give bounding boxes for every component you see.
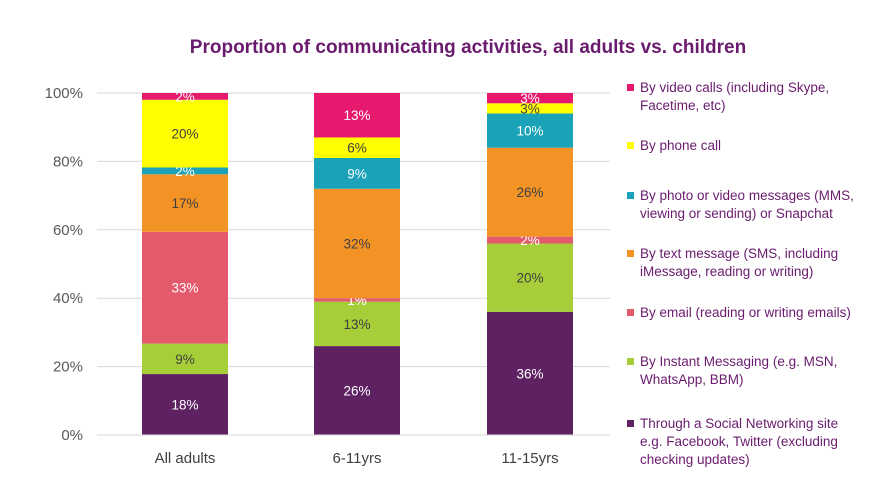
legend-label: iMessage, reading or writing) <box>640 264 813 279</box>
data-label: 9% <box>347 166 367 181</box>
data-label: 20% <box>516 271 543 286</box>
legend: By video calls (including Skype, Facetime… <box>627 80 854 467</box>
x-tick-label: 11-15yrs <box>501 450 558 467</box>
data-label: 13% <box>343 317 370 332</box>
y-axis: 0% 20% 40% 60% 80% 100% <box>45 85 83 444</box>
legend-item: By Instant Messaging (e.g. MSN, WhatsApp,… <box>627 354 837 387</box>
bar-segment <box>142 99 228 168</box>
data-label: 26% <box>516 185 543 200</box>
legend-label: By Instant Messaging (e.g. MSN, <box>640 354 837 369</box>
data-label: 6% <box>347 141 367 156</box>
bar-segment <box>142 343 228 375</box>
bar-stack: 26%13%1%32%9%6%13% <box>314 93 400 435</box>
legend-item: By video calls (including Skype, Facetime… <box>627 80 829 113</box>
bar-segment <box>142 174 228 232</box>
legend-label: Through a Social Networking site <box>640 416 838 431</box>
bars: 18%9%33%17%2%20%2%26%13%1%32%9%6%13%36%2… <box>142 89 573 435</box>
legend-label: By video calls (including Skype, <box>640 80 829 95</box>
legend-label: By text message (SMS, including <box>640 246 838 261</box>
x-tick-label: 6-11yrs <box>333 450 382 467</box>
legend-swatch <box>627 142 634 149</box>
bar-segment <box>314 137 400 158</box>
bar-segment <box>487 311 573 435</box>
data-label: 32% <box>343 236 370 251</box>
data-label: 10% <box>516 124 543 139</box>
bar-segment <box>142 93 228 100</box>
legend-label: e.g. Facebook, Twitter (excluding <box>640 434 838 449</box>
legend-item: By phone call <box>627 138 721 153</box>
bar-segment <box>142 374 228 435</box>
legend-swatch <box>627 192 634 199</box>
y-tick-label: 0% <box>61 427 83 444</box>
bar-segment <box>314 346 400 435</box>
bar-segment <box>487 103 573 114</box>
data-label: 36% <box>516 366 543 381</box>
data-label: 3% <box>520 101 540 116</box>
y-tick-label: 80% <box>53 153 83 170</box>
legend-item: Through a Social Networking site e.g. Fac… <box>627 416 838 467</box>
data-label: 2% <box>520 233 540 248</box>
data-label: 33% <box>171 281 198 296</box>
legend-swatch <box>627 84 634 91</box>
y-tick-label: 20% <box>53 359 83 376</box>
bar-stack: 18% 9% 33% 17% 2% 20% 2% <box>142 89 228 435</box>
legend-item: By photo or video messages (MMS, viewing … <box>627 188 854 221</box>
y-tick-label: 100% <box>45 85 83 102</box>
bar-segment <box>314 301 400 347</box>
data-label: 20% <box>171 127 198 142</box>
data-label: 18% <box>171 398 198 413</box>
legend-label: WhatsApp, BBM) <box>640 372 744 387</box>
y-tick-label: 40% <box>53 290 83 307</box>
legend-label: By email (reading or writing emails) <box>640 305 851 320</box>
chart-title: Proportion of communicating activities, … <box>190 37 746 58</box>
legend-label: checking updates) <box>640 452 750 467</box>
bar-segment <box>487 147 573 237</box>
bar-segment <box>487 236 573 244</box>
x-axis: All adults 6-11yrs 11-15yrs <box>97 434 610 467</box>
bar-segment <box>142 167 228 175</box>
bar-stack: 36% 20% 2% 26% 10% 3%3% <box>487 91 573 435</box>
bar-segment <box>314 93 400 138</box>
legend-swatch <box>627 250 634 257</box>
legend-label: By phone call <box>640 138 721 153</box>
bar-segment <box>314 157 400 189</box>
legend-swatch <box>627 420 634 427</box>
bar-segment <box>314 298 400 302</box>
data-label: 2% <box>175 89 195 104</box>
legend-item: By email (reading or writing emails) <box>627 305 851 320</box>
y-tick-label: 60% <box>53 222 83 239</box>
legend-label: viewing or sending) or Snapchat <box>640 206 833 221</box>
legend-swatch <box>627 358 634 365</box>
legend-label: Facetime, etc) <box>640 98 726 113</box>
bar-segment <box>487 93 573 104</box>
bar-segment <box>142 231 228 344</box>
x-tick-label: All adults <box>155 450 216 467</box>
data-label: 3% <box>520 91 540 106</box>
data-label: 13% <box>343 108 370 123</box>
data-label: 9% <box>175 352 195 367</box>
legend-swatch <box>627 309 634 316</box>
data-label: 2% <box>175 164 195 179</box>
data-label: 17% <box>171 196 198 211</box>
bar-segment <box>487 243 573 312</box>
bar-segment <box>487 113 573 148</box>
data-label: 26% <box>343 384 370 399</box>
legend-item: By text message (SMS, including iMessage,… <box>627 246 838 279</box>
legend-label: By photo or video messages (MMS, <box>640 188 854 203</box>
bar-segment <box>314 188 400 299</box>
